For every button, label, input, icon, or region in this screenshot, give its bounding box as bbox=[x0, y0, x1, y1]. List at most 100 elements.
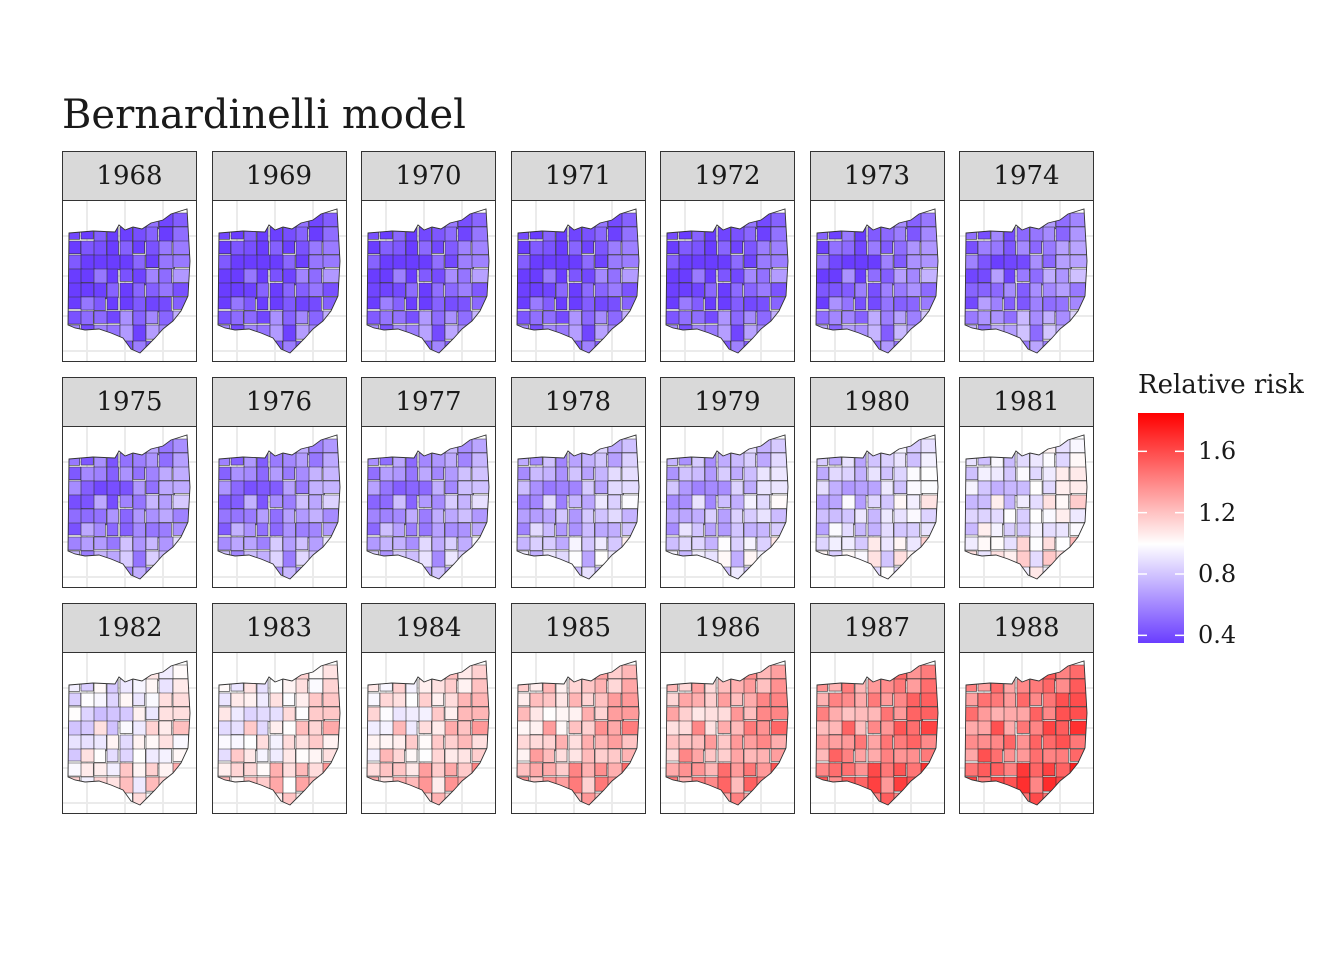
county-region bbox=[418, 550, 434, 569]
county-region bbox=[893, 340, 907, 353]
county-region bbox=[594, 748, 609, 765]
county-region bbox=[542, 508, 556, 526]
county-region bbox=[1003, 706, 1018, 722]
county-region bbox=[893, 664, 907, 682]
county-region bbox=[581, 678, 596, 694]
county-region bbox=[977, 310, 991, 325]
county-region bbox=[704, 480, 719, 496]
facet-panel: 1982 bbox=[62, 603, 197, 814]
county-region bbox=[230, 466, 245, 482]
county-region bbox=[1055, 212, 1071, 227]
county-region bbox=[516, 508, 531, 524]
county-region bbox=[1055, 438, 1071, 453]
county-region bbox=[217, 566, 232, 579]
county-region bbox=[841, 340, 855, 353]
county-region bbox=[379, 254, 394, 271]
county-region bbox=[893, 268, 907, 286]
facet-strip-label: 1976 bbox=[211, 377, 347, 427]
county-region bbox=[621, 494, 639, 509]
county-region bbox=[977, 282, 992, 298]
county-region bbox=[444, 678, 457, 696]
county-region bbox=[906, 466, 920, 481]
county-region bbox=[431, 226, 446, 242]
county-region bbox=[68, 268, 83, 284]
county-region bbox=[607, 310, 623, 327]
county-region bbox=[392, 792, 406, 805]
county-region bbox=[854, 438, 869, 452]
county-region bbox=[308, 508, 324, 523]
county-region bbox=[691, 310, 707, 324]
county-region bbox=[282, 720, 298, 738]
county-region bbox=[581, 536, 595, 552]
county-region bbox=[106, 494, 119, 510]
legend-tick-label: 1.2 bbox=[1198, 498, 1237, 527]
county-region bbox=[730, 762, 744, 778]
county-region bbox=[322, 494, 340, 509]
county-region bbox=[1055, 268, 1070, 285]
county-region bbox=[906, 734, 922, 749]
county-region bbox=[256, 282, 269, 298]
county-region bbox=[243, 508, 257, 526]
county-region bbox=[418, 734, 433, 751]
county-region bbox=[893, 254, 907, 269]
county-region bbox=[243, 310, 258, 324]
county-region bbox=[106, 212, 122, 226]
county-region bbox=[119, 310, 133, 327]
county-region bbox=[568, 706, 583, 723]
county-region bbox=[158, 792, 173, 805]
county-region bbox=[119, 296, 135, 311]
county-region bbox=[158, 748, 172, 764]
county-region bbox=[581, 776, 595, 795]
county-region bbox=[471, 212, 489, 227]
county-region bbox=[529, 466, 544, 482]
county-region bbox=[392, 536, 408, 550]
county-region bbox=[581, 508, 594, 524]
county-region bbox=[666, 212, 678, 226]
county-region bbox=[990, 706, 1006, 723]
county-region bbox=[717, 748, 733, 763]
county-region bbox=[230, 692, 245, 708]
county-region bbox=[516, 536, 531, 551]
county-region bbox=[965, 720, 980, 736]
county-region bbox=[431, 762, 445, 778]
county-region bbox=[418, 268, 432, 282]
county-region bbox=[815, 536, 830, 551]
county-region bbox=[243, 734, 257, 752]
county-region bbox=[145, 550, 161, 566]
county-region bbox=[529, 762, 543, 777]
county-region bbox=[1003, 340, 1019, 353]
county-region bbox=[607, 566, 621, 579]
county-region bbox=[132, 776, 147, 795]
county-region bbox=[431, 466, 445, 480]
county-region bbox=[770, 268, 788, 283]
county-region bbox=[392, 678, 406, 694]
county-region bbox=[230, 296, 246, 311]
county-region bbox=[841, 508, 855, 526]
county-region bbox=[93, 296, 106, 311]
county-region bbox=[471, 254, 489, 268]
county-region bbox=[691, 438, 706, 454]
county-region bbox=[893, 494, 907, 512]
county-region bbox=[815, 494, 831, 510]
county-region bbox=[367, 692, 381, 707]
county-region bbox=[770, 466, 788, 481]
county-region bbox=[243, 664, 257, 680]
county-region bbox=[106, 296, 119, 311]
county-region bbox=[1055, 340, 1070, 353]
county-region bbox=[621, 452, 639, 468]
county-region bbox=[770, 706, 788, 720]
county-region bbox=[841, 734, 855, 752]
county-region bbox=[230, 480, 245, 497]
county-region bbox=[594, 466, 610, 483]
county-region bbox=[621, 324, 639, 341]
county-region bbox=[1016, 438, 1033, 452]
county-region bbox=[841, 268, 856, 285]
county-region bbox=[308, 226, 323, 243]
county-region bbox=[555, 748, 567, 763]
county-region bbox=[756, 536, 773, 553]
county-region bbox=[516, 240, 530, 255]
county-region bbox=[471, 734, 488, 749]
county-region bbox=[431, 692, 445, 706]
county-region bbox=[880, 720, 896, 738]
county-region bbox=[756, 734, 772, 749]
